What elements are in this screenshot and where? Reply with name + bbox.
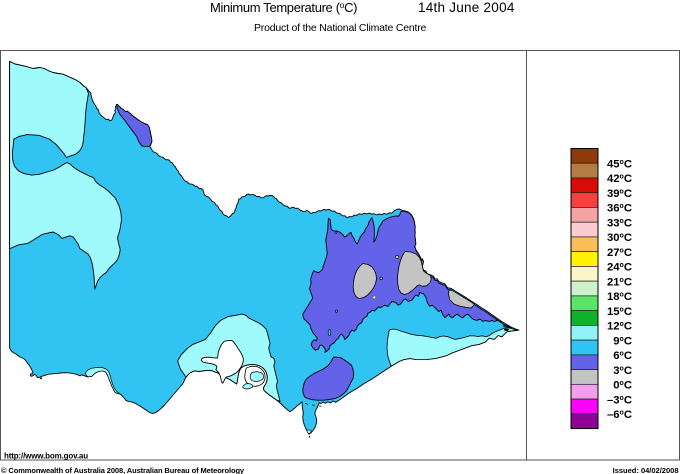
svg-text:http://www.bom.gov.au: http://www.bom.gov.au	[4, 452, 88, 461]
svg-text:30oC: 30oC	[607, 232, 632, 244]
svg-text:21oC: 21oC	[607, 276, 632, 288]
svg-text:27oC: 27oC	[607, 247, 632, 259]
svg-text:15oC: 15oC	[607, 306, 632, 318]
svg-text:6oC: 6oC	[613, 350, 632, 362]
svg-text:36oC: 36oC	[607, 203, 632, 215]
svg-text:© Commonwealth of Australia 20: © Commonwealth of Australia 2008, Austra…	[1, 466, 245, 474]
svg-text:3oC: 3oC	[613, 365, 632, 377]
svg-text:9oC: 9oC	[613, 335, 632, 347]
svg-text:0oC: 0oC	[613, 380, 632, 392]
svg-text:42oC: 42oC	[607, 173, 632, 185]
svg-text:12oC: 12oC	[607, 321, 632, 333]
svg-text:33oC: 33oC	[607, 217, 632, 229]
svg-text:18oC: 18oC	[607, 291, 632, 303]
svg-text:Issued: 04/02/2008: Issued: 04/02/2008	[613, 466, 679, 474]
svg-text:24oC: 24oC	[607, 262, 632, 274]
svg-text:39oC: 39oC	[607, 188, 632, 200]
svg-text:45oC: 45oC	[607, 158, 632, 170]
svg-text:–3oC: –3oC	[607, 394, 632, 406]
svg-text:–6oC: –6oC	[607, 409, 632, 421]
